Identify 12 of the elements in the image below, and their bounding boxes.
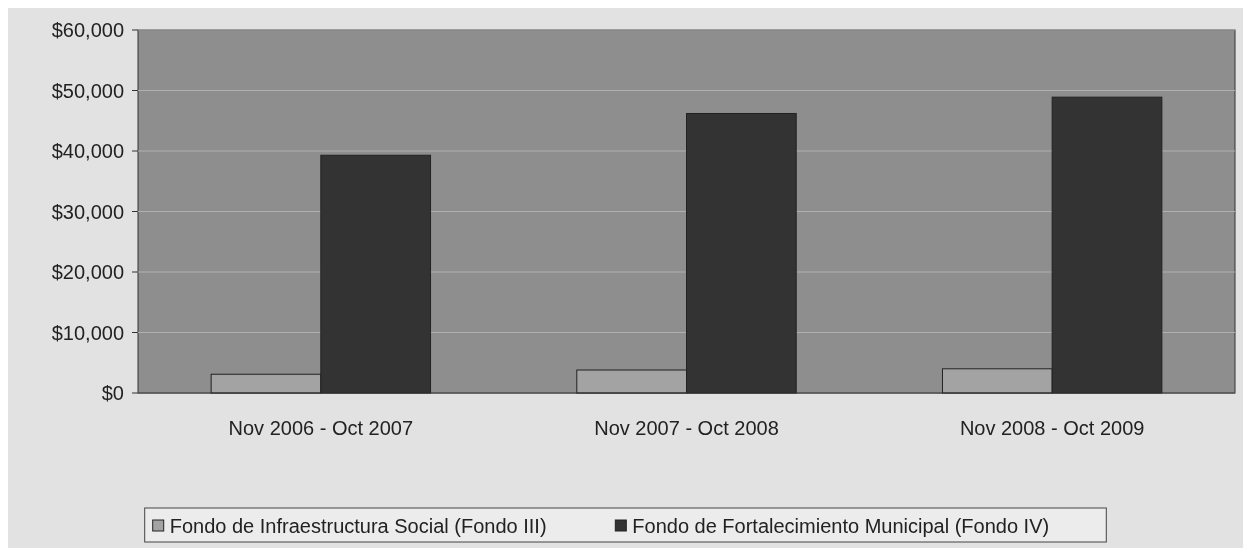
x-tick-label: Nov 2008 - Oct 2009 (959, 417, 1145, 439)
legend-label: Fondo de Infraestructura Social (Fondo III) (169, 515, 547, 537)
x-tick-label: Nov 2006 - Oct 2007 (228, 417, 414, 439)
y-tick-label: $60,000 (51, 19, 124, 41)
y-tick-label: $0 (101, 382, 124, 404)
y-tick-label: $50,000 (51, 79, 124, 102)
y-tick-label: $20,000 (51, 261, 124, 283)
y-tick-label: $40,000 (51, 140, 124, 162)
y-tick-label: $30,000 (51, 200, 124, 223)
x-tick-label: Nov 2007 - Oct 2008 (594, 417, 779, 439)
legend-label: Fondo de Fortalecimiento Municipal (Fondo IV) (632, 515, 1050, 537)
y-tick-label: $10,000 (51, 321, 124, 344)
